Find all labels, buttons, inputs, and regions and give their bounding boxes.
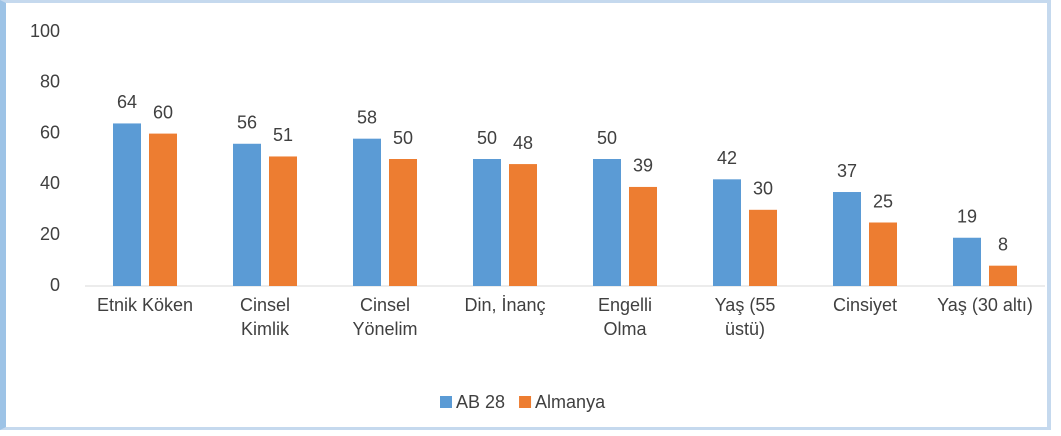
- data-label: 56: [237, 113, 257, 133]
- frame: [0, 0, 1051, 430]
- bar: [509, 164, 537, 286]
- x-tick-label: Engelli Olma: [597, 295, 653, 339]
- bar: [389, 159, 417, 286]
- data-label: 8: [998, 234, 1008, 254]
- data-label: 64: [117, 92, 137, 112]
- x-tick-label: Din, İnanç: [464, 295, 546, 315]
- x-tick-label: Etnik Köken: [96, 295, 194, 315]
- bar: [269, 156, 297, 286]
- data-label: 50: [477, 128, 497, 148]
- y-tick-label: 40: [40, 173, 60, 193]
- bar: [749, 209, 777, 286]
- data-label: 25: [873, 191, 893, 211]
- legend-label: AB 28: [456, 392, 505, 412]
- data-label: 42: [717, 148, 737, 168]
- y-tick-label: 100: [30, 21, 60, 41]
- bar: [353, 138, 381, 286]
- data-label: 30: [753, 179, 773, 199]
- legend-swatch: [519, 396, 532, 408]
- data-label: 50: [597, 128, 617, 148]
- x-tick-label: Yaş (30 altı): [937, 295, 1033, 315]
- data-label: 37: [837, 161, 857, 181]
- bar: [113, 123, 141, 286]
- data-label: 60: [153, 102, 173, 122]
- bar: [869, 222, 897, 286]
- bar: [989, 265, 1017, 286]
- bar: [953, 237, 981, 286]
- x-tick-label: Cinsel Yönelim: [352, 295, 418, 339]
- data-label: 50: [393, 128, 413, 148]
- data-label: 19: [957, 206, 977, 226]
- data-label: 51: [273, 125, 293, 145]
- y-tick-label: 80: [40, 72, 60, 92]
- y-tick-label: 60: [40, 122, 60, 142]
- x-tick-label: Cinsel Kimlik: [239, 295, 291, 339]
- bar: [593, 159, 621, 286]
- bar: [629, 186, 657, 286]
- bar: [149, 133, 177, 286]
- bar: [713, 179, 741, 286]
- data-label: 58: [357, 107, 377, 127]
- x-tick-label: Yaş (55 üstü): [714, 295, 776, 339]
- bar: [473, 159, 501, 286]
- data-label: 48: [513, 133, 533, 153]
- bar: [833, 192, 861, 286]
- y-tick-label: 0: [50, 275, 60, 295]
- legend-swatch: [440, 396, 452, 408]
- x-tick-label: Cinsiyet: [832, 295, 898, 315]
- data-label: 39: [633, 156, 653, 176]
- bar: [233, 143, 261, 286]
- legend-label: Almanya: [535, 392, 606, 412]
- y-tick-label: 20: [40, 224, 60, 244]
